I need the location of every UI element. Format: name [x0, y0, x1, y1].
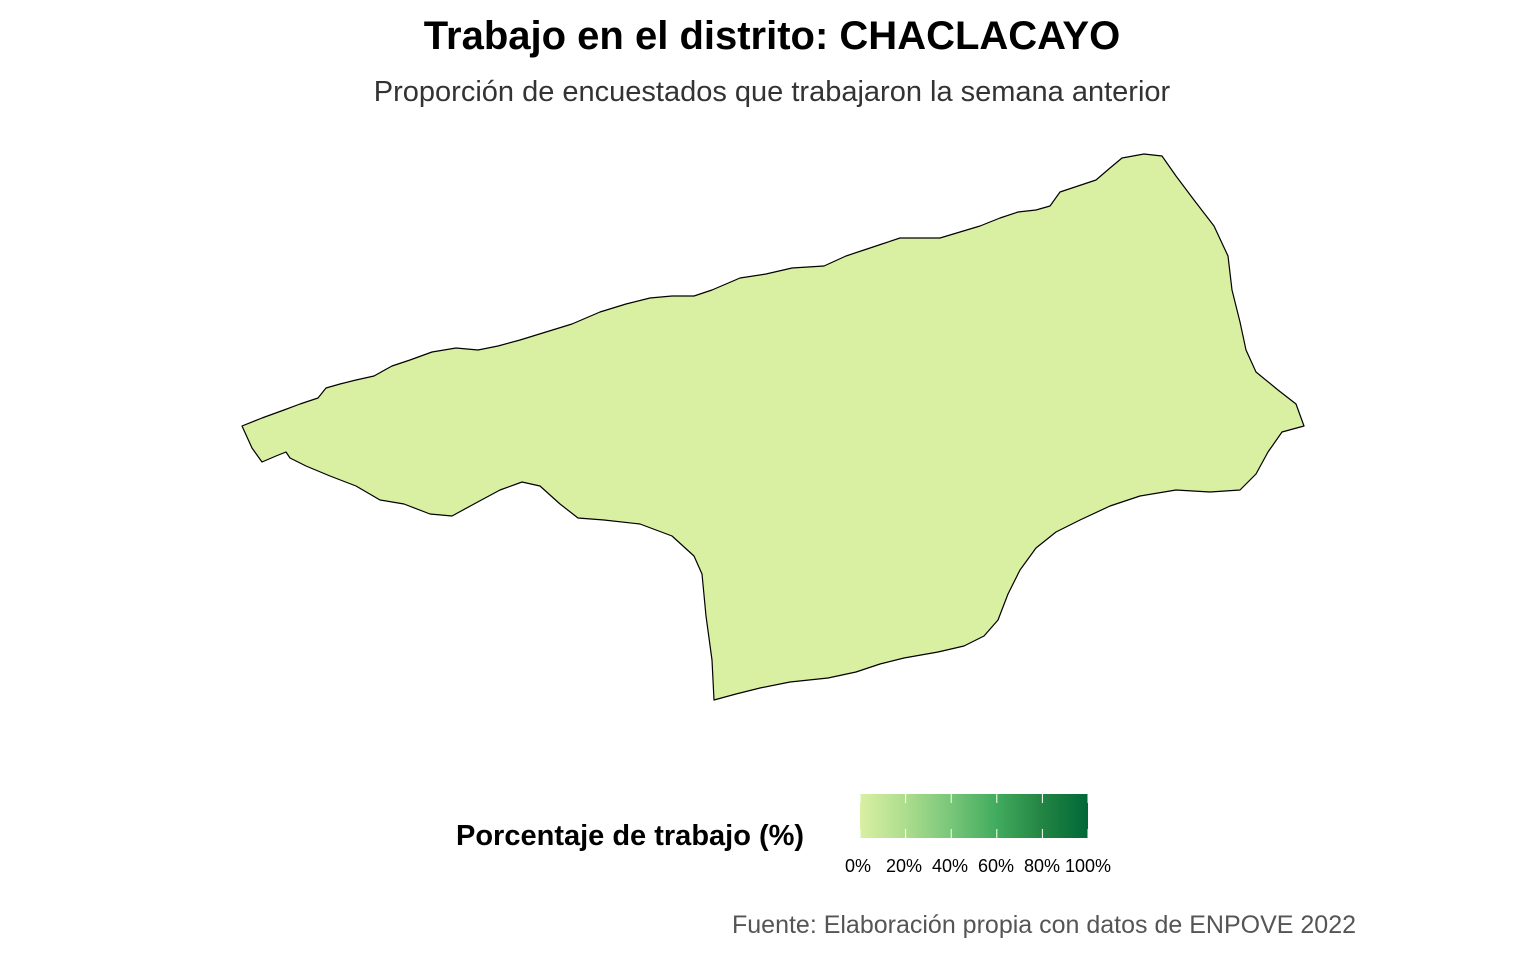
legend-labels: 0% 20% 40% 60% 80% 100%	[0, 856, 1536, 880]
map-title: Trabajo en el distrito: CHACLACAYO	[423, 14, 1121, 58]
legend-label-60: 60%	[977, 856, 1015, 876]
legend-title: Porcentaje de trabajo (%)	[456, 820, 805, 852]
legend-label-80: 80%	[1023, 856, 1061, 876]
source-caption: Fuente: Elaboración propia con datos de …	[731, 911, 1356, 939]
legend-label-20: 20%	[885, 856, 923, 876]
legend-label-0: 0%	[844, 856, 872, 876]
legend-label-100: 100%	[1064, 856, 1112, 876]
legend-colorbar	[860, 794, 1088, 838]
district-polygon-chaclacayo[interactable]	[241, 153, 1305, 701]
map-subtitle: Proporción de encuestados que trabajaron…	[373, 76, 1171, 108]
legend-label-40: 40%	[931, 856, 969, 876]
legend-ticks	[859, 794, 1089, 838]
